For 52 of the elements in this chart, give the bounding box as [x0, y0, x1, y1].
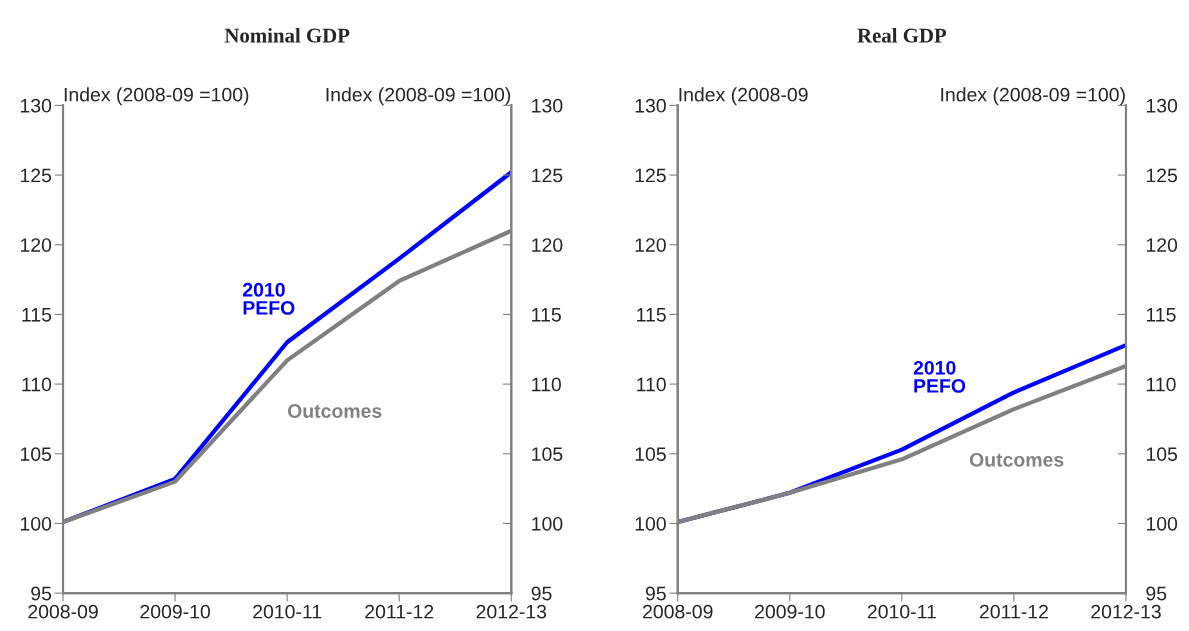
y-tick-label: 105 [635, 447, 666, 462]
y-tick-label: 120 [20, 238, 52, 252]
y-tick-label: 115 [22, 308, 52, 322]
chart-title: Nominal GDP [224, 27, 350, 43]
y-tick-label: 95 [645, 586, 666, 601]
y2-tick-label: 95 [1146, 586, 1167, 601]
x-tick-label: 2008-09 [643, 604, 713, 619]
y2-axis-title: Index (2008-09 =100) [326, 87, 511, 106]
y-tick-label: 120 [635, 238, 666, 252]
y2-tick-label: 115 [532, 308, 561, 322]
series-label: 2010 PEFO [242, 282, 295, 315]
x-tick-label: 2010-11 [867, 604, 936, 619]
x-tick-label: 2008-09 [28, 604, 98, 619]
y2-tick-label: 120 [532, 238, 563, 252]
x-tick-label: 2012-13 [1091, 604, 1161, 619]
y2-tick-label: 110 [532, 377, 561, 392]
y2-tick-label: 105 [1146, 447, 1178, 462]
y-tick-label: 125 [20, 168, 52, 183]
series-label: Outcomes [287, 404, 382, 418]
y2-tick-label: 125 [1146, 168, 1178, 183]
y-axis-title: Index (2008-09 [679, 87, 808, 106]
y-tick-label: 130 [635, 98, 666, 113]
x-tick-label: 2009-10 [140, 604, 210, 619]
y-tick-label: 100 [635, 516, 666, 531]
y-tick-label: 105 [20, 447, 52, 462]
y2-tick-label: 130 [532, 98, 563, 113]
y2-tick-label: 110 [1146, 377, 1176, 392]
y2-tick-label: 130 [1146, 98, 1178, 113]
y-tick-label: 100 [20, 516, 52, 531]
y2-tick-label: 120 [1146, 238, 1178, 252]
y-tick-label: 110 [637, 377, 666, 392]
y2-tick-label: 115 [1146, 308, 1176, 322]
chart-title: Real GDP [857, 27, 947, 43]
y-tick-label: 95 [31, 586, 52, 601]
x-tick-label: 2010-11 [253, 604, 322, 619]
x-tick-label: 2011-12 [979, 604, 1048, 619]
x-tick-label: 2009-10 [755, 604, 825, 619]
series-label: Outcomes [969, 452, 1064, 467]
y2-tick-label: 105 [532, 447, 563, 462]
series-label: 2010 PEFO [913, 360, 966, 393]
y-tick-label: 125 [635, 168, 666, 183]
y2-axis-title: Index (2008-09 =100) [941, 87, 1125, 106]
x-tick-label: 2011-12 [365, 604, 434, 619]
y-tick-label: 130 [20, 98, 52, 113]
y2-tick-label: 100 [532, 516, 563, 531]
y-tick-label: 110 [22, 377, 52, 392]
y2-tick-label: 100 [1146, 516, 1178, 531]
y2-tick-label: 95 [531, 586, 552, 601]
y-tick-label: 115 [637, 308, 666, 322]
y2-tick-label: 125 [532, 168, 563, 183]
x-tick-label: 2012-13 [476, 604, 547, 619]
y-axis-title: Index (2008-09 =100) [64, 87, 249, 106]
